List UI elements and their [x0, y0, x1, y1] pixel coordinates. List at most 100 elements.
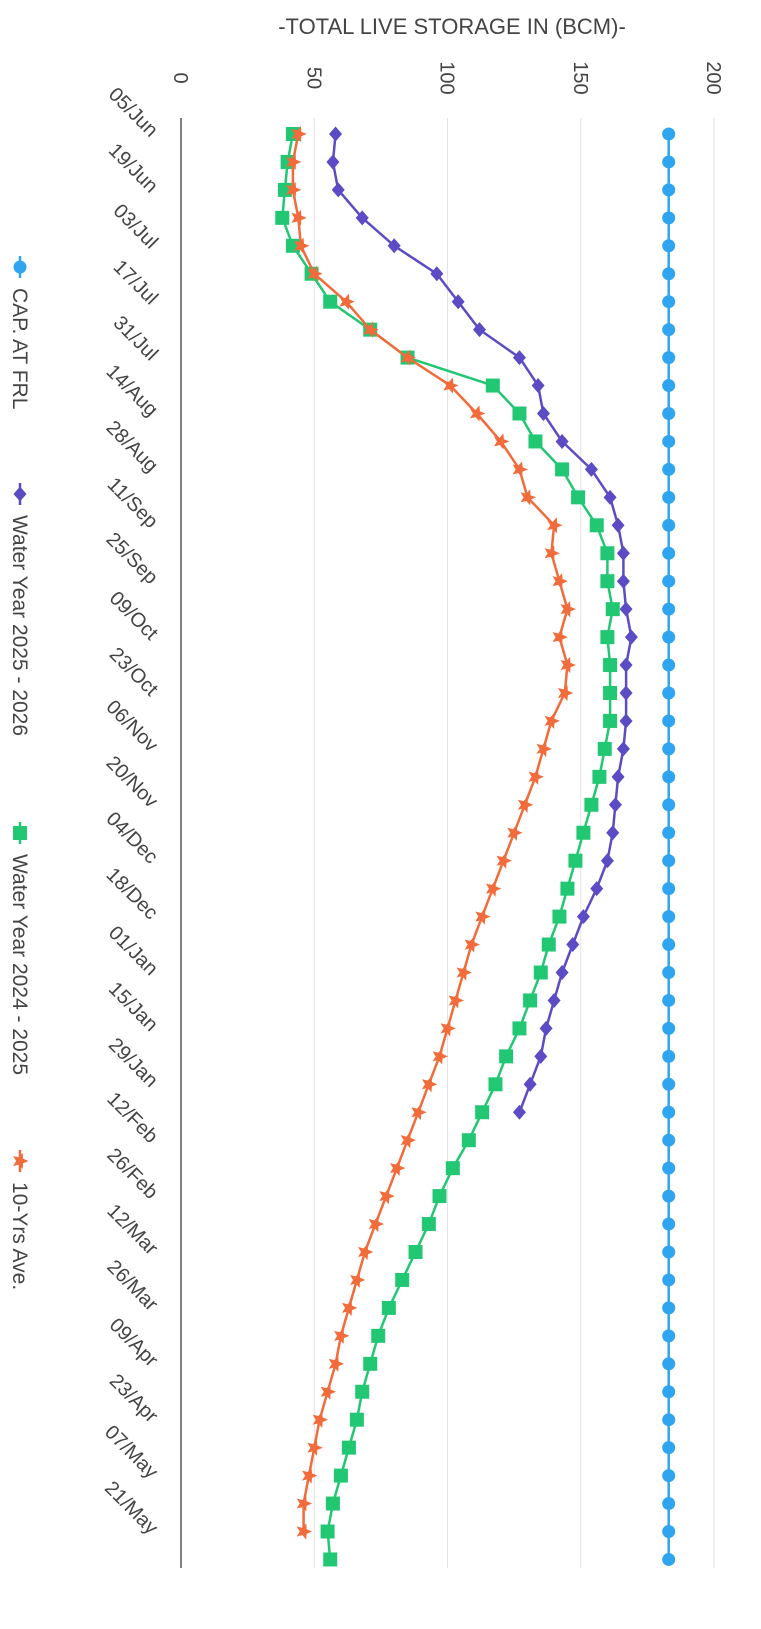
data-point	[555, 965, 569, 980]
data-point	[555, 433, 569, 449]
data-point	[606, 825, 620, 841]
data-point	[544, 712, 560, 730]
data-point	[662, 1441, 676, 1455]
data-point	[302, 1467, 318, 1484]
date-tick-label: 18/Dec	[102, 864, 162, 924]
data-point	[597, 741, 612, 756]
date-tick-label: 20/Nov	[102, 752, 162, 812]
data-point	[662, 1077, 676, 1091]
data-point	[512, 1104, 526, 1120]
date-tick-label: 21/May	[100, 1477, 162, 1539]
data-point	[411, 1104, 427, 1121]
data-point	[456, 964, 472, 981]
legend: CAP. AT FRL Water Year 2025 - 2026 Water Y…	[8, 256, 31, 1290]
data-point	[379, 1187, 395, 1205]
legend-label: Water Year 2024 - 2025	[8, 854, 31, 1075]
data-point	[328, 1355, 345, 1372]
data-point	[325, 1496, 340, 1511]
data-point	[547, 992, 561, 1008]
data-point	[600, 546, 615, 561]
data-point	[408, 1245, 423, 1259]
legend-item: Water Year 2024 - 2025	[8, 822, 31, 1075]
data-point	[662, 295, 676, 309]
data-point	[600, 574, 615, 589]
legend-item: 10-Yrs Ave.	[8, 1150, 31, 1290]
data-point	[432, 1048, 449, 1065]
data-point	[493, 433, 510, 450]
data-point	[555, 462, 570, 477]
data-point	[333, 1468, 348, 1483]
date-tick-label: 26/Mar	[102, 1256, 162, 1316]
data-point	[421, 1076, 438, 1093]
data-point	[475, 908, 491, 925]
data-point	[662, 183, 676, 197]
date-tick-label: 23/Oct	[105, 643, 163, 701]
data-point	[603, 658, 618, 673]
data-point	[662, 742, 676, 756]
data-point	[445, 1161, 460, 1176]
data-point	[603, 686, 618, 700]
data-point	[291, 209, 307, 226]
date-tick-label: 09/Oct	[105, 587, 163, 645]
data-point	[662, 379, 676, 393]
data-point	[400, 349, 417, 366]
data-point	[662, 798, 676, 812]
series-line	[291, 133, 569, 1532]
data-point	[611, 769, 625, 785]
data-point	[662, 1273, 676, 1287]
data-point	[541, 937, 556, 952]
legend-label: Water Year 2025 - 2026	[8, 515, 31, 736]
date-tick-label: 09/Apr	[105, 1314, 162, 1371]
data-point	[619, 657, 633, 673]
data-point	[512, 461, 528, 478]
data-point	[507, 824, 523, 841]
data-point	[395, 1272, 410, 1287]
date-tick-label: 29/Jan	[104, 1034, 162, 1092]
data-point	[560, 601, 576, 618]
data-point	[662, 1525, 676, 1538]
data-point	[619, 601, 633, 617]
data-point	[387, 238, 401, 254]
value-tick-label: 150	[569, 61, 591, 94]
data-point	[662, 686, 676, 700]
data-point	[662, 602, 676, 616]
data-point	[320, 1383, 337, 1400]
data-point	[662, 1552, 676, 1566]
value-tick-label: 100	[436, 61, 458, 94]
data-point	[499, 1049, 514, 1064]
data-point	[552, 628, 568, 646]
data-point	[363, 321, 379, 338]
data-point	[557, 684, 574, 702]
data-point	[528, 434, 543, 449]
data-point	[576, 909, 590, 925]
data-point	[294, 237, 310, 254]
data-point	[662, 1161, 676, 1175]
data-point	[603, 713, 618, 728]
data-point	[662, 155, 676, 169]
data-point	[662, 854, 676, 868]
date-tick-label: 03/Jul	[109, 200, 162, 253]
data-point	[512, 350, 526, 366]
data-point	[662, 1301, 676, 1315]
data-point	[552, 909, 567, 924]
data-point	[662, 658, 676, 672]
data-point	[443, 377, 459, 394]
data-point	[533, 965, 548, 980]
data-point	[451, 294, 465, 310]
data-point	[662, 518, 676, 532]
series-3	[286, 125, 576, 1540]
data-point	[619, 685, 633, 701]
data-point	[547, 517, 563, 534]
legend-marker	[13, 1152, 29, 1170]
data-point	[662, 1385, 676, 1399]
data-point	[432, 1189, 447, 1204]
date-tick-label: 12/Feb	[102, 1088, 162, 1148]
date-tick-label: 23/Apr	[105, 1370, 162, 1427]
value-tick-label: 0	[169, 72, 191, 83]
legend-label: 10-Yrs Ave.	[8, 1182, 31, 1290]
data-point	[339, 293, 355, 310]
data-point	[662, 211, 676, 225]
data-point	[662, 714, 676, 728]
data-point	[584, 797, 599, 812]
data-point	[329, 126, 343, 142]
